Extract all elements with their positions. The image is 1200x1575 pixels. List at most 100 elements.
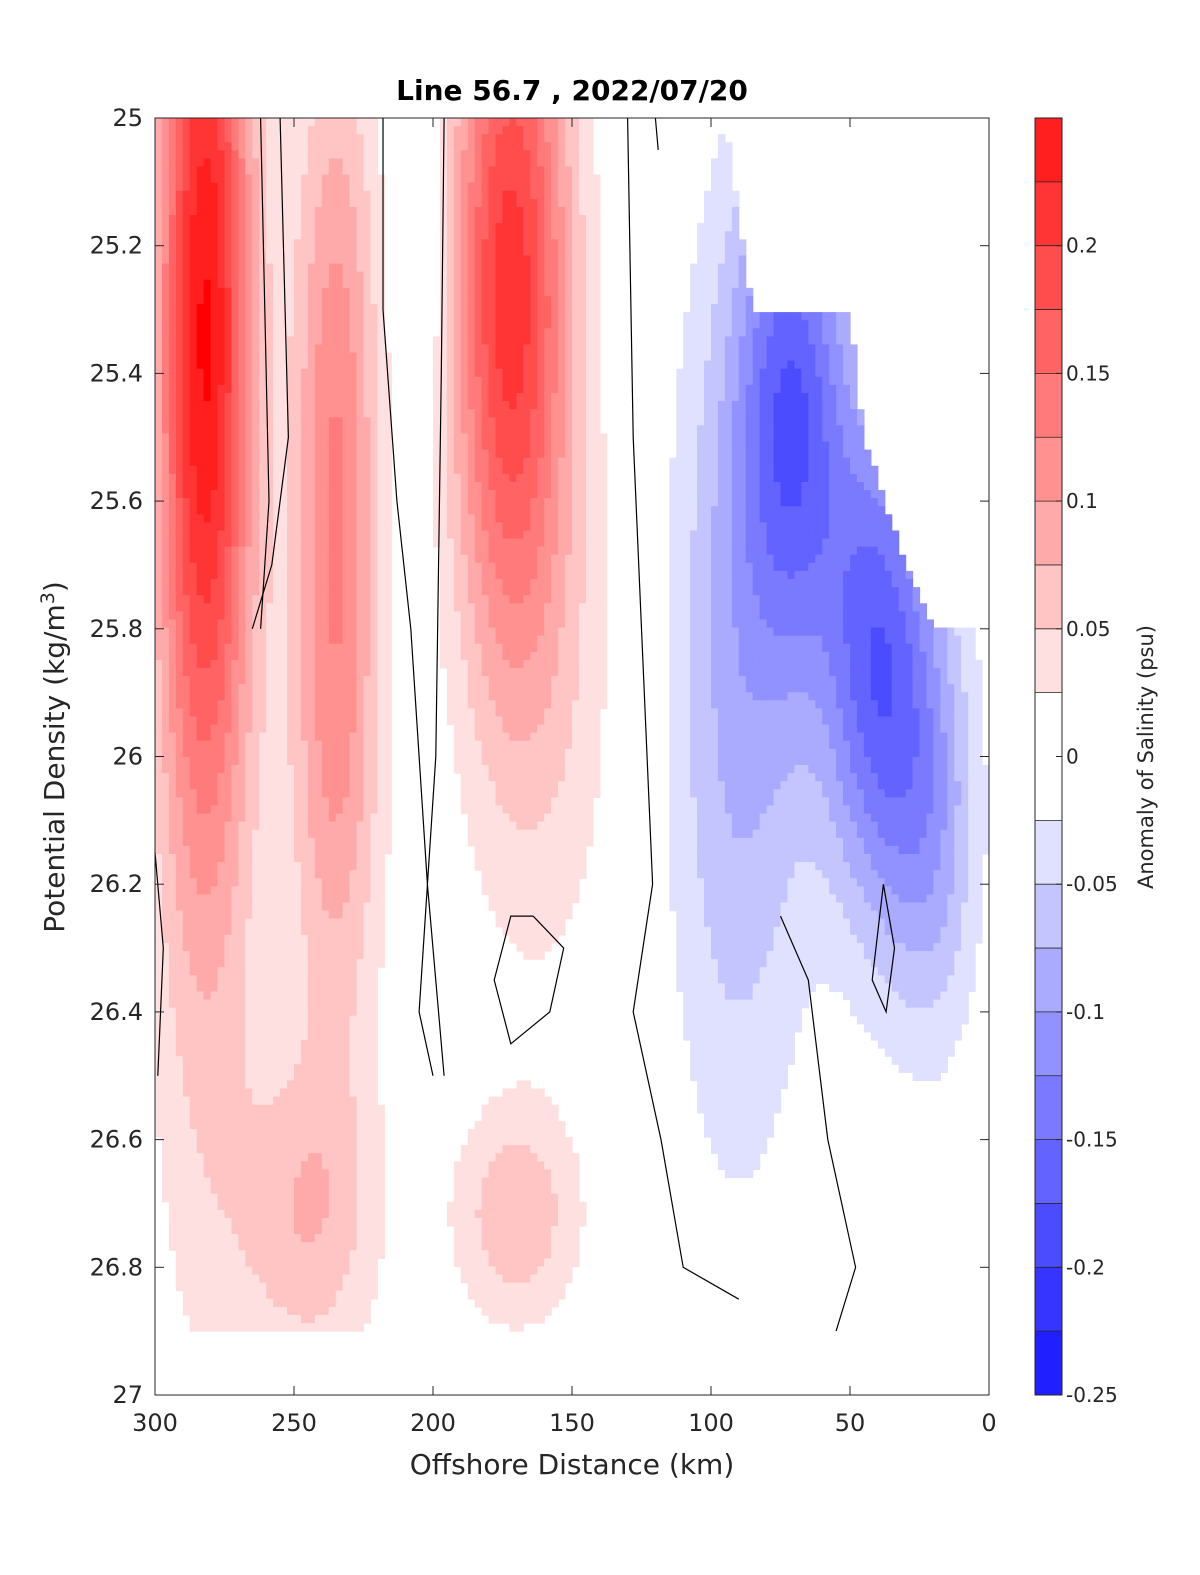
field-cell — [829, 328, 837, 337]
field-cell — [475, 199, 483, 208]
field-cell — [794, 385, 802, 394]
field-cell — [516, 514, 524, 523]
field-cell — [370, 142, 378, 151]
field-cell — [308, 336, 316, 345]
field-cell — [176, 142, 184, 151]
field-cell — [537, 296, 545, 305]
field-cell — [252, 361, 260, 370]
field-cell — [496, 207, 504, 216]
field-cell — [579, 450, 587, 459]
field-cell — [711, 288, 719, 297]
field-cell — [871, 628, 879, 637]
field-cell — [669, 514, 677, 523]
field-cell — [579, 409, 587, 418]
field-cell — [718, 255, 726, 264]
field-cell — [787, 490, 795, 499]
field-cell — [211, 571, 219, 580]
field-cell — [301, 466, 309, 475]
field-cell — [231, 353, 239, 362]
field-cell — [808, 385, 816, 394]
field-cell — [357, 272, 365, 281]
field-cell — [544, 336, 552, 345]
field-cell — [315, 417, 323, 426]
field-cell — [169, 498, 177, 507]
field-cell — [864, 506, 872, 515]
field-cell — [829, 393, 837, 402]
field-cell — [516, 458, 524, 467]
field-cell — [475, 296, 483, 305]
field-cell — [593, 328, 601, 337]
field-cell — [718, 142, 726, 151]
field-cell — [746, 547, 754, 556]
field-cell — [468, 385, 476, 394]
field-cell — [294, 191, 302, 200]
field-cell — [593, 409, 601, 418]
field-cell — [489, 175, 497, 184]
field-cell — [586, 474, 594, 483]
field-cell — [676, 409, 684, 418]
field-cell — [273, 320, 281, 329]
field-cell — [301, 328, 309, 337]
field-cell — [537, 126, 545, 135]
field-cell — [211, 328, 219, 337]
field-cell — [162, 482, 170, 491]
field-cell — [384, 579, 392, 588]
field-cell — [857, 409, 865, 418]
field-cell — [218, 450, 226, 459]
field-cell — [245, 126, 253, 135]
field-cell — [252, 280, 260, 289]
field-cell — [725, 539, 733, 548]
field-cell — [280, 126, 288, 135]
field-cell — [350, 191, 358, 200]
field-cell — [384, 506, 392, 515]
field-cell — [836, 344, 844, 353]
field-cell — [440, 296, 448, 305]
field-cell — [183, 312, 191, 321]
field-cell — [899, 603, 907, 612]
field-cell — [370, 199, 378, 208]
field-cell — [544, 450, 552, 459]
field-cell — [190, 231, 198, 240]
field-cell — [537, 514, 545, 523]
field-cell — [732, 433, 740, 442]
field-cell — [329, 409, 337, 418]
field-cell — [162, 215, 170, 224]
field-cell — [669, 539, 677, 548]
field-cell — [523, 498, 531, 507]
field-cell — [523, 191, 531, 200]
field-cell — [516, 191, 524, 200]
field-cell — [857, 595, 865, 604]
field-cell — [787, 425, 795, 434]
field-cell — [461, 377, 469, 386]
field-cell — [544, 361, 552, 370]
field-cell — [343, 126, 351, 135]
field-cell — [301, 619, 309, 628]
field-cell — [315, 167, 323, 176]
field-cell — [162, 361, 170, 370]
field-cell — [454, 563, 462, 572]
field-cell — [482, 264, 490, 273]
field-cell — [238, 304, 246, 313]
field-cell — [753, 474, 761, 483]
field-cell — [252, 417, 260, 426]
field-cell — [482, 385, 490, 394]
field-cell — [509, 401, 517, 410]
field-cell — [690, 417, 698, 426]
field-cell — [572, 514, 580, 523]
field-cell — [357, 377, 365, 386]
field-cell — [245, 603, 253, 612]
field-cell — [822, 595, 830, 604]
field-cell — [329, 264, 337, 273]
field-cell — [245, 619, 253, 628]
field-cell — [370, 377, 378, 386]
field-cell — [725, 175, 733, 184]
field-cell — [447, 603, 455, 612]
field-cell — [489, 231, 497, 240]
field-cell — [711, 530, 719, 539]
field-cell — [829, 563, 837, 572]
field-cell — [447, 385, 455, 394]
field-cell — [586, 514, 594, 523]
field-cell — [287, 247, 295, 256]
field-cell — [461, 611, 469, 620]
field-cell — [767, 353, 775, 362]
